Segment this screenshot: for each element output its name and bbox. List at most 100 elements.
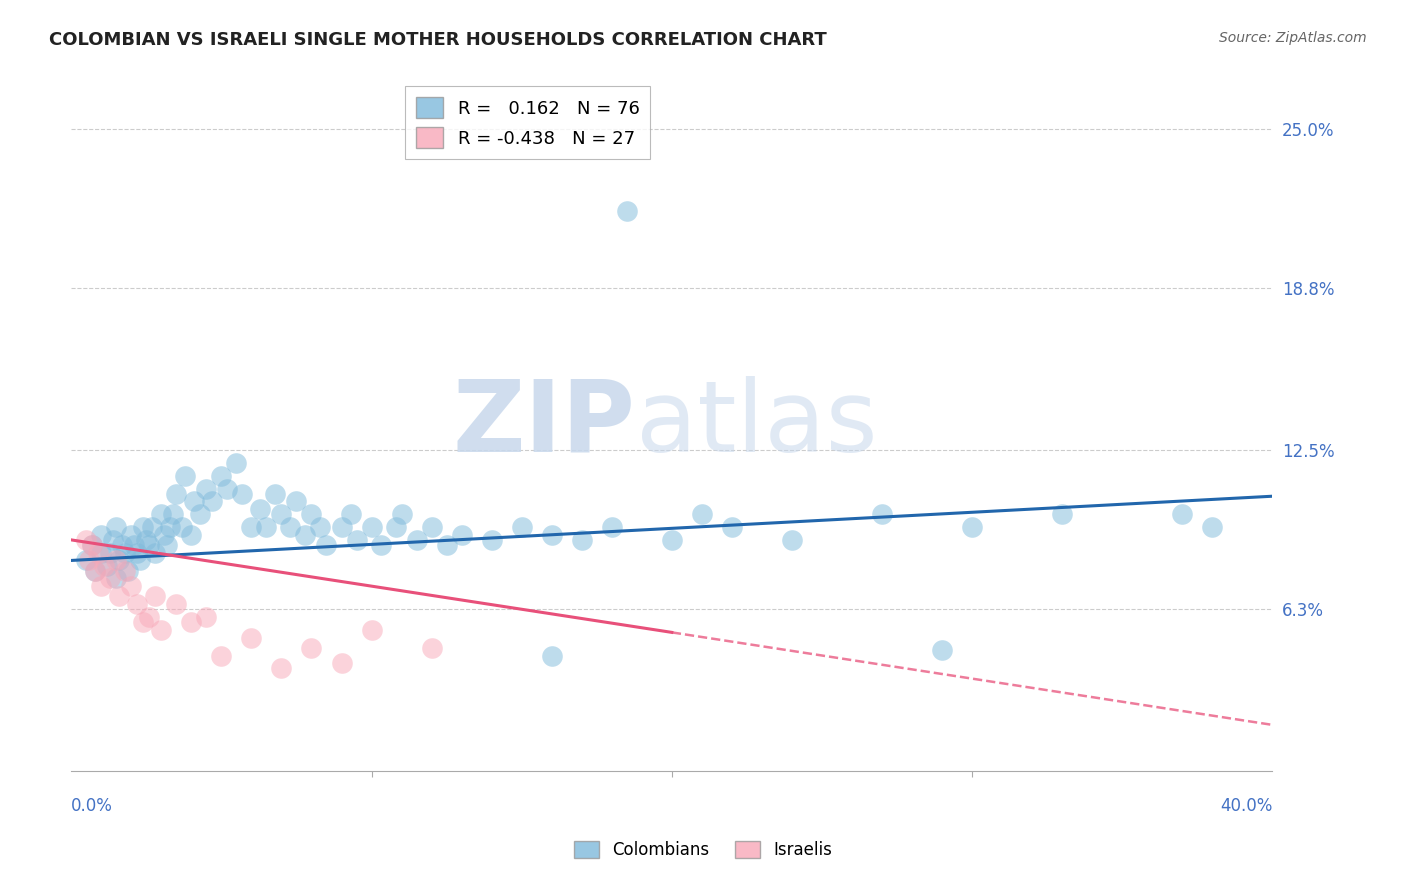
Point xyxy=(217,482,239,496)
Point xyxy=(180,615,202,629)
Point xyxy=(309,520,332,534)
Point xyxy=(960,520,983,534)
Point xyxy=(661,533,683,547)
Point xyxy=(301,640,323,655)
Point xyxy=(108,590,131,604)
Point xyxy=(90,528,112,542)
Point xyxy=(135,533,157,547)
Point xyxy=(225,456,247,470)
Point xyxy=(117,564,139,578)
Point xyxy=(420,640,443,655)
Point xyxy=(391,507,413,521)
Point xyxy=(285,494,308,508)
Point xyxy=(132,615,155,629)
Point xyxy=(105,520,128,534)
Point xyxy=(436,538,458,552)
Point xyxy=(240,631,263,645)
Point xyxy=(370,538,392,552)
Point xyxy=(600,520,623,534)
Point xyxy=(111,538,134,552)
Point xyxy=(75,533,97,547)
Point xyxy=(1171,507,1194,521)
Point xyxy=(510,520,533,534)
Point xyxy=(132,520,155,534)
Point xyxy=(280,520,302,534)
Point xyxy=(180,528,202,542)
Text: atlas: atlas xyxy=(636,376,877,473)
Point xyxy=(721,520,744,534)
Point xyxy=(571,533,593,547)
Point xyxy=(931,643,953,657)
Point xyxy=(201,494,224,508)
Point xyxy=(481,533,503,547)
Point xyxy=(127,597,149,611)
Point xyxy=(108,553,131,567)
Point xyxy=(105,553,128,567)
Point xyxy=(143,546,166,560)
Point xyxy=(1050,507,1073,521)
Point xyxy=(103,533,125,547)
Point xyxy=(120,579,142,593)
Point xyxy=(780,533,803,547)
Point xyxy=(105,571,128,585)
Point xyxy=(90,579,112,593)
Legend: R =   0.162   N = 76, R = -0.438   N = 27: R = 0.162 N = 76, R = -0.438 N = 27 xyxy=(405,87,650,159)
Point xyxy=(384,520,406,534)
Point xyxy=(231,486,253,500)
Point xyxy=(143,590,166,604)
Point xyxy=(195,610,218,624)
Point xyxy=(165,486,187,500)
Point xyxy=(1201,520,1223,534)
Point xyxy=(240,520,263,534)
Text: ZIP: ZIP xyxy=(453,376,636,473)
Point xyxy=(270,661,292,675)
Point xyxy=(153,528,176,542)
Point xyxy=(420,520,443,534)
Point xyxy=(190,507,212,521)
Point xyxy=(172,520,194,534)
Point xyxy=(264,486,287,500)
Point xyxy=(360,520,382,534)
Point xyxy=(405,533,427,547)
Point xyxy=(616,204,638,219)
Point xyxy=(98,546,121,560)
Point xyxy=(330,520,353,534)
Point xyxy=(87,546,110,560)
Point xyxy=(138,610,160,624)
Point xyxy=(209,648,232,663)
Point xyxy=(360,623,382,637)
Legend: Colombians, Israelis: Colombians, Israelis xyxy=(568,834,838,866)
Point xyxy=(98,571,121,585)
Text: 0.0%: 0.0% xyxy=(72,797,112,814)
Point xyxy=(96,558,118,573)
Point xyxy=(77,553,100,567)
Text: 40.0%: 40.0% xyxy=(1220,797,1272,814)
Point xyxy=(540,528,562,542)
Point xyxy=(75,553,97,567)
Point xyxy=(156,538,179,552)
Point xyxy=(150,507,173,521)
Point xyxy=(138,538,160,552)
Point xyxy=(165,597,187,611)
Point xyxy=(159,520,181,534)
Point xyxy=(540,648,562,663)
Point xyxy=(129,553,152,567)
Point xyxy=(150,623,173,637)
Point xyxy=(114,564,136,578)
Point xyxy=(330,657,353,671)
Point xyxy=(315,538,337,552)
Point xyxy=(339,507,361,521)
Point xyxy=(93,558,115,573)
Point xyxy=(301,507,323,521)
Point xyxy=(174,468,197,483)
Point xyxy=(195,482,218,496)
Point xyxy=(183,494,205,508)
Point xyxy=(294,528,316,542)
Point xyxy=(254,520,277,534)
Point xyxy=(82,538,104,552)
Point xyxy=(127,546,149,560)
Point xyxy=(346,533,368,547)
Point xyxy=(690,507,713,521)
Point xyxy=(82,538,104,552)
Point xyxy=(870,507,893,521)
